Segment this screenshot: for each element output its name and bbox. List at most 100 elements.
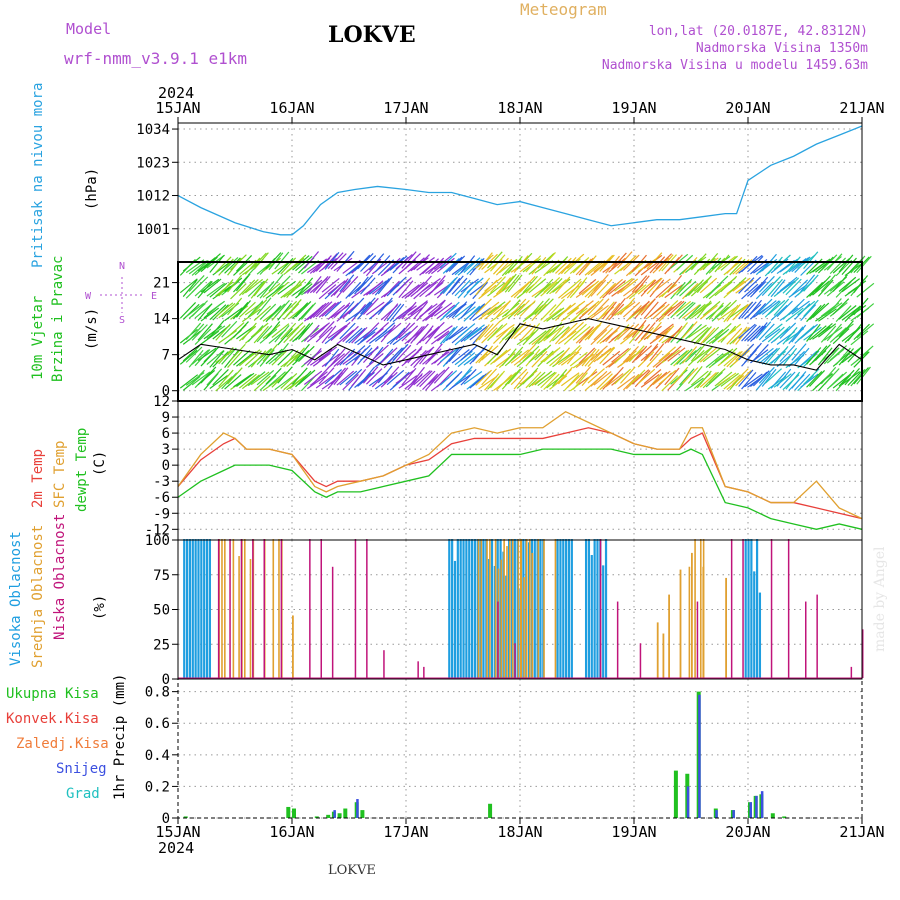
cloud-bar-high bbox=[533, 539, 536, 678]
wind-barb bbox=[410, 366, 425, 385]
wind-barb bbox=[431, 330, 450, 345]
wind-barb bbox=[552, 256, 569, 273]
wind-barb bbox=[179, 374, 199, 389]
wind-barb bbox=[315, 255, 332, 272]
wind-barb bbox=[557, 366, 573, 385]
precip-bar-total bbox=[360, 810, 365, 818]
wind-barb bbox=[838, 320, 854, 338]
wind-barb bbox=[513, 371, 529, 390]
wind-barb bbox=[386, 347, 403, 364]
wind-barb bbox=[806, 371, 823, 388]
wind-barb bbox=[826, 323, 842, 342]
wind-barb bbox=[617, 324, 635, 341]
wind-barb bbox=[631, 275, 648, 293]
wind-barb bbox=[475, 298, 492, 315]
cloud-bar-low bbox=[417, 661, 419, 678]
wind-barb bbox=[289, 278, 306, 296]
wind-barb bbox=[599, 347, 616, 365]
cloud-bar-low bbox=[599, 539, 602, 678]
y-tick-label: 0.6 bbox=[145, 716, 170, 732]
precip-bar-total bbox=[673, 770, 678, 818]
wind-barb bbox=[528, 330, 547, 345]
wind-barb bbox=[513, 255, 529, 273]
wind-barb bbox=[339, 274, 355, 293]
wind-barb bbox=[708, 368, 726, 384]
wind-unit: (m/s) bbox=[84, 307, 100, 350]
wind-barb bbox=[339, 301, 355, 319]
precip-bar-total bbox=[770, 813, 775, 818]
precip-bar-snow bbox=[715, 810, 718, 818]
wind-barb bbox=[569, 351, 588, 367]
wind-barb bbox=[525, 276, 542, 294]
wind-barb bbox=[498, 372, 517, 388]
wind-barb bbox=[552, 369, 568, 387]
wind-barb bbox=[238, 279, 256, 296]
wind-barb bbox=[617, 354, 636, 369]
chart-title: Meteogram bbox=[520, 0, 607, 19]
wind-barb bbox=[247, 300, 264, 318]
wind-barb bbox=[561, 372, 580, 387]
wind-barb bbox=[814, 344, 831, 361]
wind-barb bbox=[634, 370, 651, 388]
wind-barb bbox=[785, 278, 802, 296]
wind-barb bbox=[428, 321, 445, 338]
wind-barb bbox=[534, 328, 551, 345]
wind-barb bbox=[179, 349, 198, 365]
wind-barb bbox=[549, 279, 567, 295]
wind-barb bbox=[581, 368, 598, 387]
wind-barb bbox=[416, 275, 432, 293]
wind-barb bbox=[303, 370, 323, 385]
wind-barb bbox=[690, 303, 709, 319]
wind-barb bbox=[566, 280, 582, 299]
wind-barb bbox=[776, 368, 792, 387]
wind-barb bbox=[265, 321, 281, 339]
wind-barb bbox=[776, 280, 796, 295]
wind-barb bbox=[221, 347, 237, 365]
wind-barb bbox=[711, 351, 731, 366]
wind-barb bbox=[395, 322, 411, 341]
wind-barb bbox=[738, 277, 755, 294]
wind-barb bbox=[773, 298, 790, 316]
wind-barb bbox=[306, 275, 322, 294]
cloud-bar-low bbox=[252, 539, 254, 678]
wind-barb bbox=[773, 325, 791, 342]
wind-barb bbox=[856, 255, 872, 274]
wind-barb bbox=[481, 345, 499, 361]
wind-barb bbox=[755, 372, 771, 391]
wind-barb bbox=[413, 370, 431, 386]
wind-barb bbox=[714, 301, 732, 319]
y-tick-label: 50 bbox=[153, 603, 170, 619]
wind-barb bbox=[823, 347, 840, 365]
wind-barb bbox=[820, 366, 837, 385]
wind-barb bbox=[800, 350, 818, 367]
wind-barb bbox=[427, 343, 443, 362]
precip-bar-total bbox=[326, 814, 331, 818]
wind-barb bbox=[342, 302, 359, 319]
wind-barb bbox=[711, 306, 730, 322]
wind-barb bbox=[815, 323, 833, 338]
wind-barb bbox=[690, 326, 709, 342]
cloud-unit: (%) bbox=[92, 594, 108, 620]
wind-barb bbox=[268, 274, 284, 292]
wind-barb bbox=[490, 308, 509, 323]
precip-bar-total bbox=[183, 816, 188, 818]
wind-barb bbox=[351, 326, 368, 344]
wind-barb bbox=[407, 326, 423, 344]
wind-barb bbox=[436, 257, 455, 273]
wind-barb bbox=[410, 325, 425, 344]
dewpt-label: dewpt Temp bbox=[74, 427, 90, 512]
wind-barb bbox=[321, 277, 340, 293]
wind-barb bbox=[800, 274, 816, 293]
wind-barb bbox=[339, 370, 358, 386]
wind-barb bbox=[427, 257, 445, 275]
precip-bar-snow bbox=[749, 802, 752, 818]
wind-barb bbox=[767, 299, 786, 316]
wind-barb bbox=[779, 276, 798, 292]
wind-barb bbox=[377, 348, 394, 366]
wind-barb bbox=[292, 302, 309, 319]
cloud-bar-mid bbox=[243, 539, 246, 678]
wind-barb bbox=[537, 298, 554, 315]
wind-barb bbox=[749, 303, 767, 320]
wind-barb bbox=[324, 369, 343, 385]
wind-barb bbox=[303, 350, 323, 365]
